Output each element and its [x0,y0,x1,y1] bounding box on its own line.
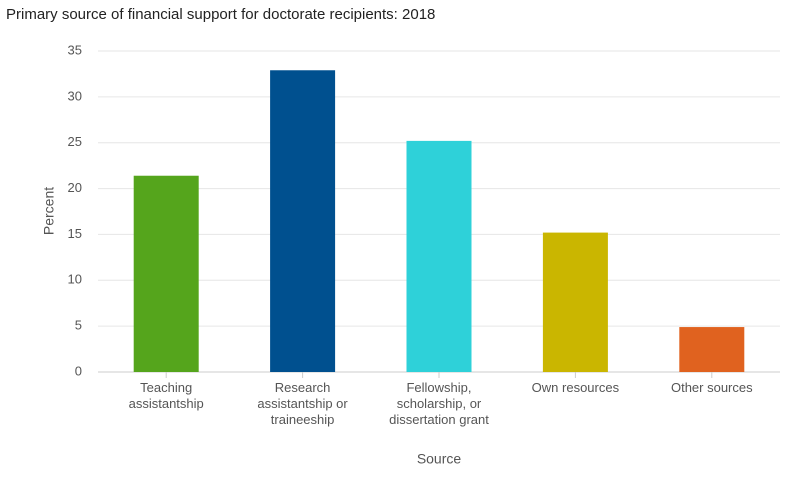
y-tick-label: 10 [68,272,82,287]
bar [679,327,745,372]
x-axis-label: Source [417,451,462,467]
y-tick-label: 30 [68,88,82,103]
x-tick-label: Teaching assistantship [128,380,204,411]
x-tick-label: Research assistantship or traineeship [257,380,348,427]
x-tick-label: Other sources [670,380,753,395]
y-tick-label: 5 [75,318,82,333]
bar [406,140,472,372]
y-tick-label: 25 [68,134,82,149]
x-tick-label: Fellowship, scholarship, or dissertation… [389,380,489,427]
bar [270,70,336,372]
x-tick-label: Own resources [531,380,620,395]
bar [542,232,608,372]
chart-title: Primary source of financial support for … [6,6,435,23]
y-tick-label: 0 [75,363,82,378]
y-axis-label: Percent [41,187,57,235]
y-tick-label: 15 [68,226,82,241]
bar [133,175,199,372]
y-tick-label: 35 [68,42,82,57]
y-tick-label: 20 [68,180,82,195]
